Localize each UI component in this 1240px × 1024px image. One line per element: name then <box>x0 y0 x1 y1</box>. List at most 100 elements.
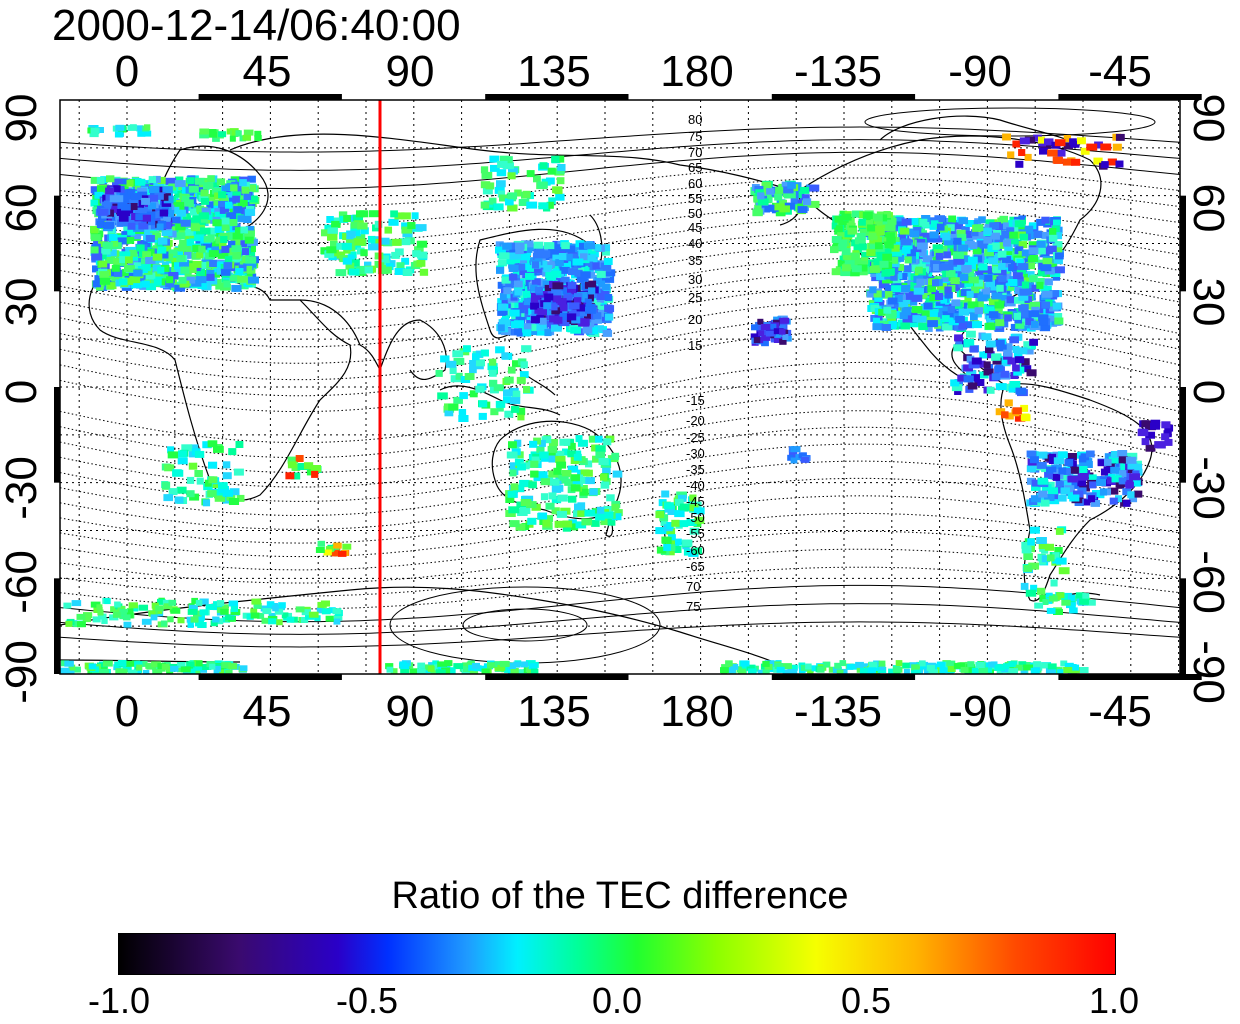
tec-cell <box>190 203 202 211</box>
tec-cell <box>548 439 559 446</box>
tec-cell <box>530 460 539 468</box>
tec-cell <box>1007 279 1018 286</box>
tec-cell <box>180 266 190 274</box>
tec-cell <box>144 124 151 131</box>
colorbar-tick: 0.5 <box>840 980 892 1021</box>
tec-cell <box>953 237 962 245</box>
tec-cell <box>925 324 933 332</box>
tec-cell <box>519 479 530 487</box>
tec-cell <box>1106 477 1115 485</box>
tec-cell <box>215 236 224 244</box>
tec-cell <box>911 294 923 302</box>
tec-cell <box>530 295 539 303</box>
tec-cell <box>228 498 240 505</box>
tec-cell <box>119 278 128 286</box>
tec-cell <box>198 212 209 220</box>
tec-cell <box>117 237 129 245</box>
tec-cell <box>549 303 558 311</box>
tec-cell <box>958 308 970 316</box>
tec-cell <box>964 280 974 288</box>
tec-cell <box>211 187 222 195</box>
tec-cell <box>917 242 928 250</box>
tec-cell <box>90 127 100 134</box>
tec-cell <box>137 240 145 247</box>
tec-cell <box>101 247 111 255</box>
tec-cell <box>518 199 530 206</box>
tec-cell <box>592 262 601 270</box>
tec-cell <box>511 321 520 329</box>
tec-cell <box>1060 660 1068 667</box>
tec-cell <box>591 519 600 527</box>
tec-cell <box>1052 241 1063 249</box>
tec-cell <box>1012 364 1020 372</box>
tec-cell <box>549 478 560 486</box>
contour-label: -65 <box>686 559 705 574</box>
tec-cell <box>142 251 152 259</box>
tec-cell <box>400 667 410 674</box>
tec-cell <box>1103 466 1114 474</box>
tec-cell <box>233 468 244 476</box>
tec-cell <box>223 262 233 270</box>
contour-labels: 8075706560555045403530252015-15-20-25-30… <box>686 112 705 614</box>
tec-cell <box>1023 553 1033 560</box>
tec-cell <box>179 280 190 288</box>
tec-cell <box>551 507 560 515</box>
tec-cell <box>589 488 598 496</box>
tec-cell <box>979 241 989 249</box>
tec-cell <box>493 203 504 211</box>
tec-cell <box>551 324 562 332</box>
tec-cell <box>1016 267 1027 275</box>
tec-cell <box>963 321 974 329</box>
tec-cell <box>560 304 568 312</box>
tec-cell <box>328 607 336 614</box>
tec-cell <box>956 229 966 237</box>
tec-cell <box>517 509 528 516</box>
tec-cell <box>224 256 233 264</box>
tec-cell <box>554 520 565 528</box>
tec-cell <box>194 234 205 242</box>
tec-cell <box>1077 473 1089 481</box>
tec-cell <box>497 259 508 267</box>
tec-cell <box>521 523 530 530</box>
tec-cell <box>800 456 810 463</box>
tec-cell <box>97 208 109 216</box>
tec-cell <box>868 232 878 240</box>
tec-cell <box>947 666 956 672</box>
tec-cell <box>458 415 469 422</box>
tec-cell <box>1066 453 1077 460</box>
tec-cell <box>544 242 555 250</box>
tec-cell <box>578 249 589 257</box>
tec-cell <box>141 280 150 288</box>
tec-cell <box>984 666 993 673</box>
tec-cell <box>115 124 125 131</box>
tec-cell <box>98 613 107 620</box>
tec-cell <box>254 130 262 137</box>
tec-cell <box>508 265 519 272</box>
tec-cell <box>992 357 1002 365</box>
tec-cell <box>522 290 532 298</box>
tec-cell <box>1088 495 1096 503</box>
tec-cell <box>975 662 985 668</box>
tec-cell <box>557 164 566 171</box>
tec-cell <box>121 231 131 239</box>
lat-label: 30 <box>0 277 46 327</box>
tec-cell <box>990 232 1000 240</box>
tec-cell <box>440 355 450 363</box>
tec-cell <box>356 265 366 273</box>
tec-cell <box>163 494 174 502</box>
tec-cell <box>656 546 667 554</box>
tec-cell <box>574 269 583 277</box>
tec-cell <box>588 287 596 295</box>
tec-cell <box>957 374 967 382</box>
tec-cell <box>241 248 249 256</box>
tec-cell <box>345 262 355 270</box>
tec-cell <box>595 435 603 443</box>
tec-cell <box>1053 232 1063 240</box>
contour-label: -45 <box>686 494 705 509</box>
tec-cell <box>1073 490 1084 498</box>
tec-cell <box>547 445 558 453</box>
lat-label: -90 <box>0 640 46 704</box>
tec-cell <box>1017 263 1029 271</box>
tec-cell <box>199 128 210 135</box>
tec-cell <box>126 660 136 667</box>
